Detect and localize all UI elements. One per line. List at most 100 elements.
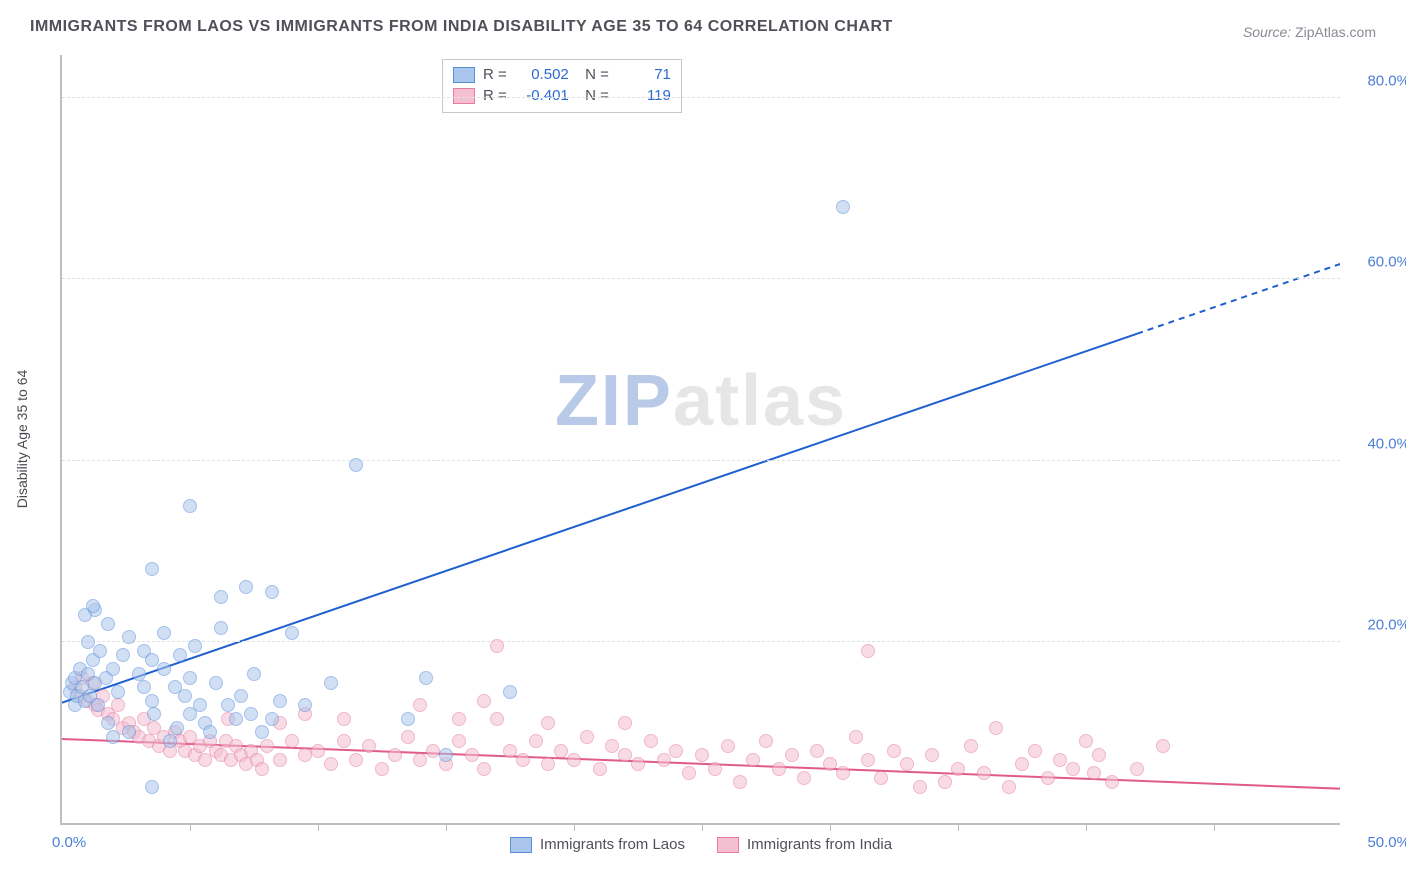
x-tick-mark — [958, 823, 959, 831]
data-point — [349, 458, 363, 472]
data-point — [157, 626, 171, 640]
data-point — [1087, 766, 1101, 780]
data-point — [861, 644, 875, 658]
data-point — [631, 757, 645, 771]
gridline — [62, 97, 1340, 98]
data-point — [298, 698, 312, 712]
watermark-part-a: ZIP — [555, 361, 673, 441]
data-point — [188, 639, 202, 653]
data-point — [362, 739, 376, 753]
data-point — [145, 562, 159, 576]
data-point — [349, 753, 363, 767]
data-point — [203, 725, 217, 739]
data-point — [413, 753, 427, 767]
data-point — [823, 757, 837, 771]
data-point — [1028, 744, 1042, 758]
data-point — [260, 739, 274, 753]
chart-title: IMMIGRANTS FROM LAOS VS IMMIGRANTS FROM … — [30, 18, 893, 36]
data-point — [86, 599, 100, 613]
data-point — [810, 744, 824, 758]
y-tick-label: 80.0% — [1350, 73, 1406, 90]
y-tick-label: 60.0% — [1350, 254, 1406, 271]
data-point — [111, 698, 125, 712]
data-point — [1105, 775, 1119, 789]
data-point — [388, 748, 402, 762]
r-value-india: -0.401 — [515, 87, 569, 104]
x-tick-mark — [574, 823, 575, 831]
data-point — [1015, 757, 1029, 771]
data-point — [183, 499, 197, 513]
gridline — [62, 278, 1340, 279]
source-label: Source: — [1243, 24, 1291, 40]
y-axis-label: Disability Age 35 to 64 — [14, 370, 30, 509]
data-point — [951, 762, 965, 776]
data-point — [746, 753, 760, 767]
data-point — [247, 667, 261, 681]
data-point — [529, 734, 543, 748]
data-point — [797, 771, 811, 785]
watermark-part-b: atlas — [673, 361, 847, 441]
data-point — [1130, 762, 1144, 776]
data-point — [265, 585, 279, 599]
data-point — [157, 662, 171, 676]
data-point — [554, 744, 568, 758]
data-point — [255, 762, 269, 776]
data-point — [324, 757, 338, 771]
data-point — [116, 648, 130, 662]
x-tick-mark — [318, 823, 319, 831]
data-point — [977, 766, 991, 780]
data-point — [265, 712, 279, 726]
legend-item-india: Immigrants from India — [717, 836, 892, 853]
data-point — [214, 590, 228, 604]
data-point — [337, 712, 351, 726]
data-point — [170, 721, 184, 735]
stats-row-india: R = -0.401 N = 119 — [453, 85, 671, 106]
data-point — [285, 734, 299, 748]
data-point — [375, 762, 389, 776]
data-point — [401, 712, 415, 726]
data-point — [618, 716, 632, 730]
data-point — [1156, 739, 1170, 753]
data-point — [452, 712, 466, 726]
data-point — [541, 757, 555, 771]
n-value-laos: 71 — [617, 66, 671, 83]
data-point — [106, 662, 120, 676]
data-point — [132, 667, 146, 681]
data-point — [255, 725, 269, 739]
x-tick-mark — [702, 823, 703, 831]
data-point — [861, 753, 875, 767]
data-point — [1079, 734, 1093, 748]
source-value: ZipAtlas.com — [1295, 24, 1376, 40]
n-value-india: 119 — [617, 87, 671, 104]
legend-label-india: Immigrants from India — [747, 836, 892, 853]
data-point — [695, 748, 709, 762]
data-point — [593, 762, 607, 776]
data-point — [1066, 762, 1080, 776]
data-point — [311, 744, 325, 758]
r-value-laos: 0.502 — [515, 66, 569, 83]
x-tick-mark — [1214, 823, 1215, 831]
data-point — [1092, 748, 1106, 762]
gridline — [62, 641, 1340, 642]
data-point — [163, 734, 177, 748]
data-point — [401, 730, 415, 744]
data-point — [708, 762, 722, 776]
data-point — [669, 744, 683, 758]
data-point — [913, 780, 927, 794]
x-axis-max-label: 50.0% — [1367, 834, 1406, 851]
data-point — [122, 630, 136, 644]
data-point — [273, 694, 287, 708]
data-point — [938, 775, 952, 789]
data-point — [503, 685, 517, 699]
data-point — [137, 680, 151, 694]
trend-line-extrapolated — [1137, 263, 1340, 333]
data-point — [81, 635, 95, 649]
data-point — [644, 734, 658, 748]
data-point — [439, 748, 453, 762]
data-point — [465, 748, 479, 762]
data-point — [541, 716, 555, 730]
r-label: R = — [483, 66, 507, 83]
data-point — [477, 762, 491, 776]
n-label: N = — [577, 87, 609, 104]
data-point — [101, 617, 115, 631]
